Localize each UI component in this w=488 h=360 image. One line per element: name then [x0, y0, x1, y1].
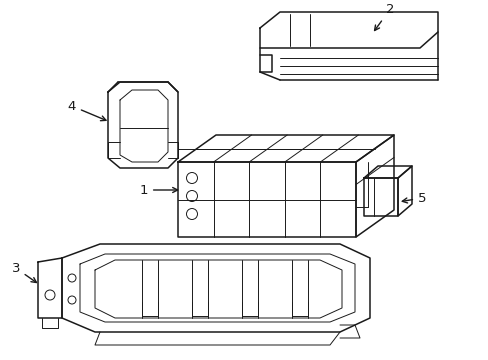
Text: 4: 4 [67, 99, 106, 121]
Text: 5: 5 [402, 192, 426, 204]
Text: 1: 1 [139, 184, 177, 197]
Text: 3: 3 [12, 261, 37, 283]
Text: 2: 2 [374, 3, 393, 31]
